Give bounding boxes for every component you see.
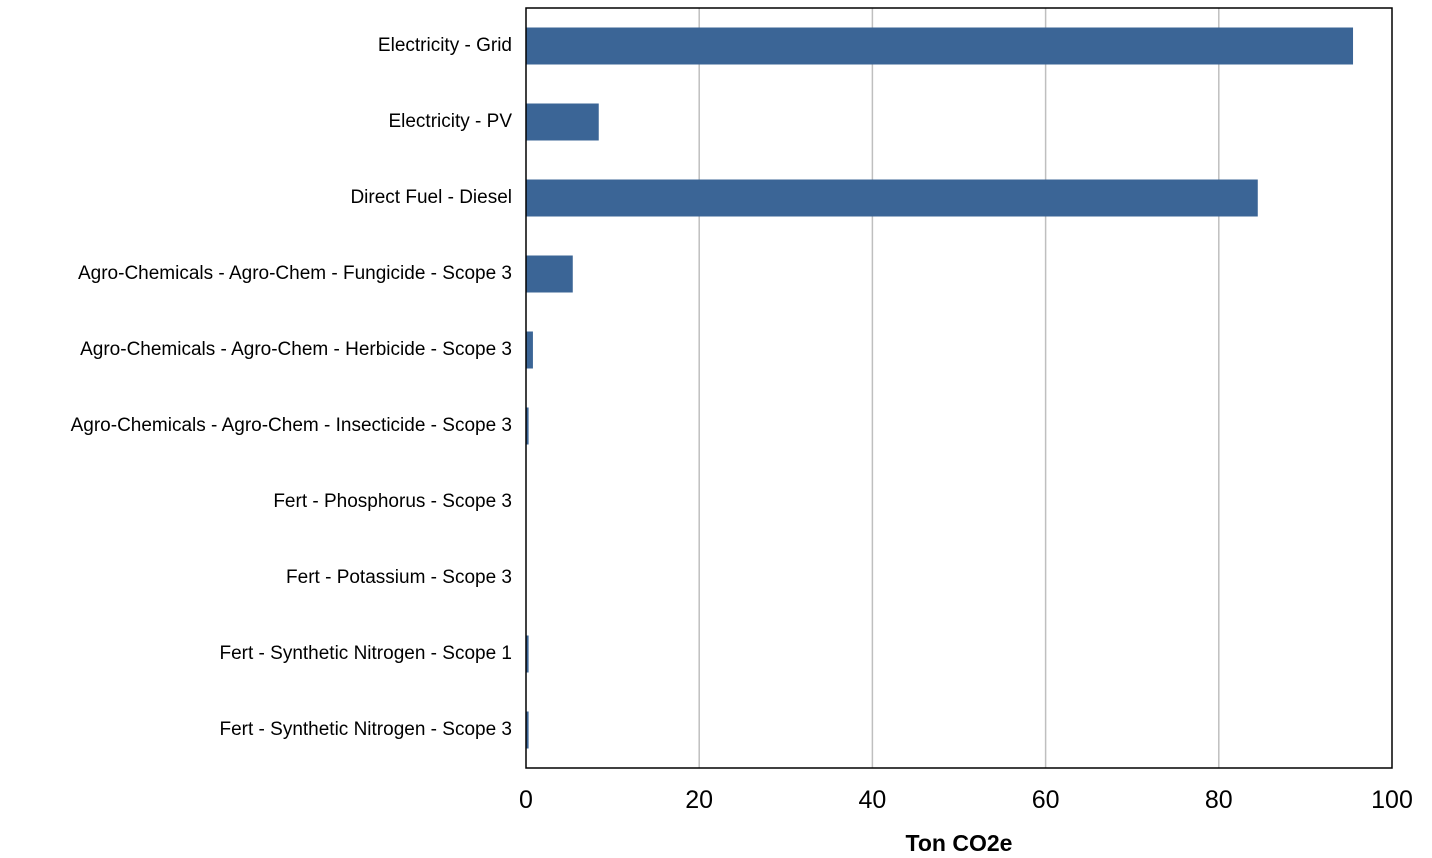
x-tick-label: 0 bbox=[519, 786, 533, 814]
bar bbox=[526, 331, 533, 369]
category-label: Fert - Phosphorus - Scope 3 bbox=[273, 491, 512, 512]
category-label: Fert - Potassium - Scope 3 bbox=[286, 567, 512, 588]
bar bbox=[526, 407, 529, 445]
category-label: Agro-Chemicals - Agro-Chem - Insecticide… bbox=[71, 415, 512, 436]
category-label: Fert - Synthetic Nitrogen - Scope 3 bbox=[219, 719, 512, 740]
bar bbox=[526, 103, 599, 141]
category-label: Electricity - PV bbox=[388, 111, 512, 132]
category-label: Agro-Chemicals - Agro-Chem - Fungicide -… bbox=[78, 263, 512, 284]
x-axis-title: Ton CO2e bbox=[906, 830, 1013, 856]
category-label: Agro-Chemicals - Agro-Chem - Herbicide -… bbox=[80, 339, 512, 360]
x-tick-label: 20 bbox=[685, 786, 713, 814]
bar bbox=[526, 635, 529, 673]
category-labels: Electricity - Grid Electricity - PV Direct… bbox=[71, 35, 513, 740]
bars bbox=[526, 27, 1354, 749]
bar bbox=[526, 179, 1258, 217]
x-tick-label: 60 bbox=[1032, 786, 1060, 814]
plot-area-frame bbox=[525, 7, 1393, 769]
x-tick-label: 40 bbox=[858, 786, 886, 814]
x-tick-label: 80 bbox=[1205, 786, 1233, 814]
category-label: Direct Fuel - Diesel bbox=[350, 187, 512, 208]
bar bbox=[526, 711, 529, 749]
bar bbox=[526, 255, 573, 293]
x-axis-tick-labels: 0 20 40 60 80 100 bbox=[519, 786, 1413, 814]
x-tick-label: 100 bbox=[1371, 786, 1413, 814]
category-label: Electricity - Grid bbox=[378, 35, 512, 56]
bar bbox=[526, 27, 1354, 65]
gridlines bbox=[698, 8, 1220, 768]
category-label: Fert - Synthetic Nitrogen - Scope 1 bbox=[219, 643, 512, 664]
